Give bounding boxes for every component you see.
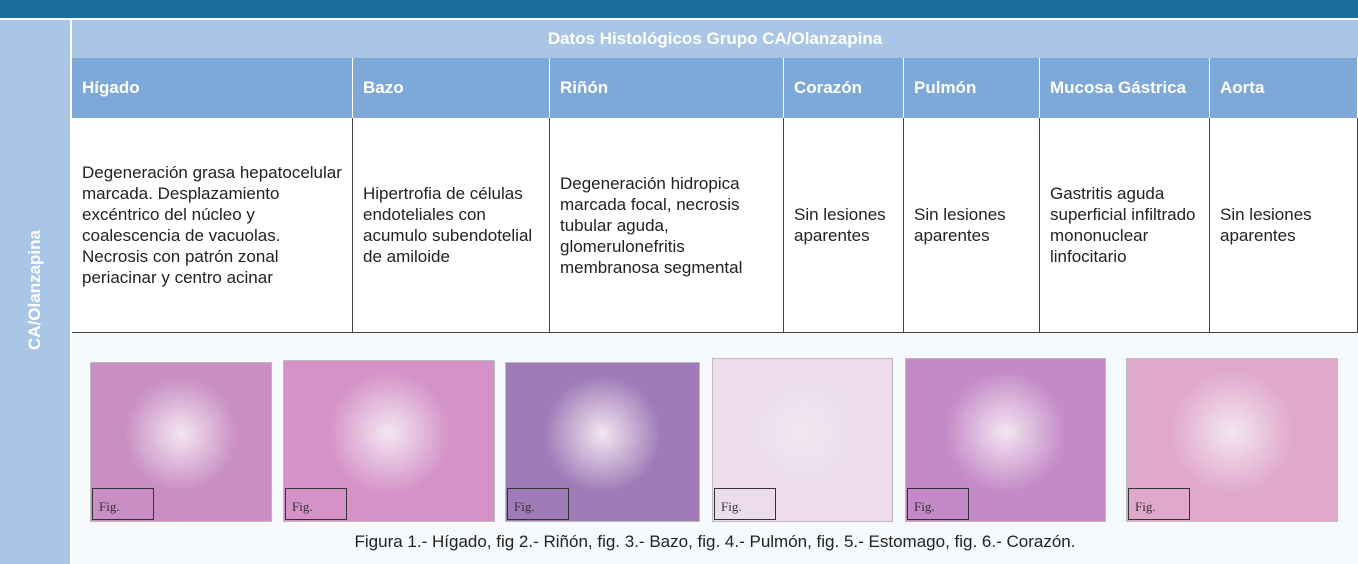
column-header: Corazón [784,58,904,118]
top-bar [0,0,1358,18]
table-cell: Hipertrofia de células endoteliales con … [353,118,550,333]
column-header: Aorta [1210,58,1358,118]
table-cell: Degeneración hidropica marcada focal, ne… [550,118,784,333]
column-header: Mucosa Gástrica [1040,58,1210,118]
histology-image [905,358,1106,522]
table-cell: Sin lesiones aparentes [1210,118,1358,333]
figure-label: Fig. [907,488,969,520]
figure-label: Fig. [714,488,776,520]
table-cell: Sin lesiones aparentes [904,118,1040,333]
column-header: Riñón [550,58,784,118]
side-column [0,20,70,564]
figure-label: Fig. [92,488,154,520]
table-cell: Sin lesiones aparentes [784,118,904,333]
figure-label: Fig. [507,488,569,520]
column-header: Bazo [353,58,550,118]
side-label: CA/Olanzapina [25,230,44,350]
histology-image [712,358,893,522]
histology-image [283,360,495,522]
figure-caption: Figura 1.- Hígado, fig 2.- Riñón, fig. 3… [354,532,1076,551]
histology-image [505,362,700,522]
histology-image [1126,358,1338,522]
figure-label: Fig. [285,488,347,520]
table-cell: Gastritis aguda superficial infiltrado m… [1040,118,1210,333]
table-title: Datos Histológicos Grupo CA/Olanzapina [72,20,1358,58]
histology-image [90,362,272,522]
figure-label: Fig. [1128,488,1190,520]
table-cell: Degeneración grasa hepatocelular marcada… [72,118,353,333]
column-header: Pulmón [904,58,1040,118]
column-header: Hígado [72,58,353,118]
